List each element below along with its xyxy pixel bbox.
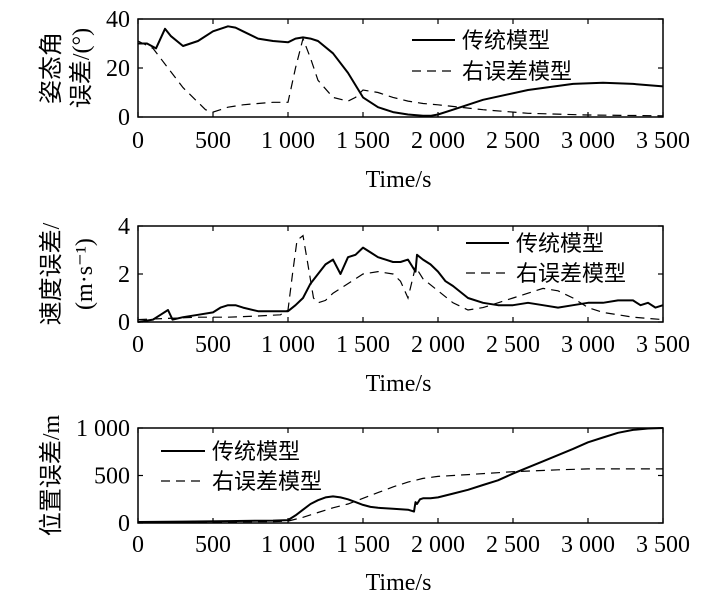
legend-label: 传统模型 [516, 231, 604, 256]
x-tick-label: 500 [195, 332, 231, 358]
x-tick-label: 2 500 [486, 332, 540, 358]
legend-label: 传统模型 [462, 28, 550, 53]
x-tick-label: 2 500 [486, 128, 540, 154]
x-axis-label: Time/s [366, 570, 432, 596]
x-tick-label: 500 [195, 532, 231, 558]
legend-label: 右误差模型 [212, 469, 322, 494]
x-tick-label: 2 000 [411, 332, 465, 358]
plot-frame [137, 18, 664, 118]
y-tick-label: 4 [118, 214, 130, 240]
x-tick-label: 1 500 [336, 332, 390, 358]
y-tick-label: 0 [118, 511, 130, 537]
series-line-right-error [137, 36, 664, 117]
y-axis-label-line: 姿态角 [38, 32, 65, 104]
x-tick-label: 3 000 [561, 332, 615, 358]
x-tick-label: 2 000 [411, 128, 465, 154]
y-tick-label: 40 [106, 7, 130, 33]
y-tick-label: 0 [118, 310, 130, 336]
y-tick-label: 0 [118, 105, 130, 131]
x-tick-label: 500 [195, 128, 231, 154]
y-axis-label-line: 速度误差/ [38, 222, 65, 325]
x-tick-label: 1 500 [336, 128, 390, 154]
x-tick-label: 3 500 [636, 532, 690, 558]
legend-label: 右误差模型 [516, 261, 626, 286]
x-tick-label: 3 000 [561, 128, 615, 154]
series-line-traditional [137, 246, 664, 323]
x-tick-label: 1 000 [261, 532, 315, 558]
series-line-traditional [137, 427, 664, 523]
y-tick-label: 500 [94, 464, 130, 490]
x-tick-label: 2 000 [411, 532, 465, 558]
legend-label: 传统模型 [212, 439, 300, 464]
x-tick-label: 0 [132, 532, 144, 558]
y-axis-label-line: 位置误差/m [38, 415, 65, 537]
chart-panel-1: 0 500 1 000 1 500 2 000 2 500 3 000 3 500 0 20 40 T… [38, 7, 690, 193]
y-axis-label-line: (m·s⁻¹) [72, 238, 98, 310]
legend-label: 右误差模型 [462, 59, 572, 84]
x-axis-label: Time/s [366, 167, 432, 193]
x-tick-label: 3 500 [636, 332, 690, 358]
x-tick-label: 2 500 [486, 532, 540, 558]
series-line-traditional [138, 25, 664, 117]
x-tick-label: 1 000 [261, 332, 315, 358]
x-tick-label: 1 000 [261, 128, 315, 154]
y-axis-label-line: 误差/(°) [68, 28, 95, 108]
x-axis-label: Time/s [366, 371, 432, 397]
x-tick-label: 0 [132, 332, 144, 358]
series-line-right-error [137, 234, 664, 321]
x-tick-label: 3 000 [561, 532, 615, 558]
y-tick-label: 1 000 [76, 416, 130, 442]
chart-panel-2: 0 500 1 000 1 500 2 000 2 500 3 000 3 500 0 2 4 Tim… [38, 214, 690, 397]
series-line-right-error [137, 468, 663, 524]
y-tick-label: 20 [106, 56, 130, 82]
x-tick-label: 1 500 [336, 532, 390, 558]
y-tick-label: 2 [118, 262, 130, 288]
x-tick-label: 3 500 [636, 128, 690, 154]
x-tick-label: 0 [132, 128, 144, 154]
chart-panel-3: 0 500 1 000 1 500 2 000 2 500 3 000 3 500 0 500 1 … [38, 415, 690, 596]
